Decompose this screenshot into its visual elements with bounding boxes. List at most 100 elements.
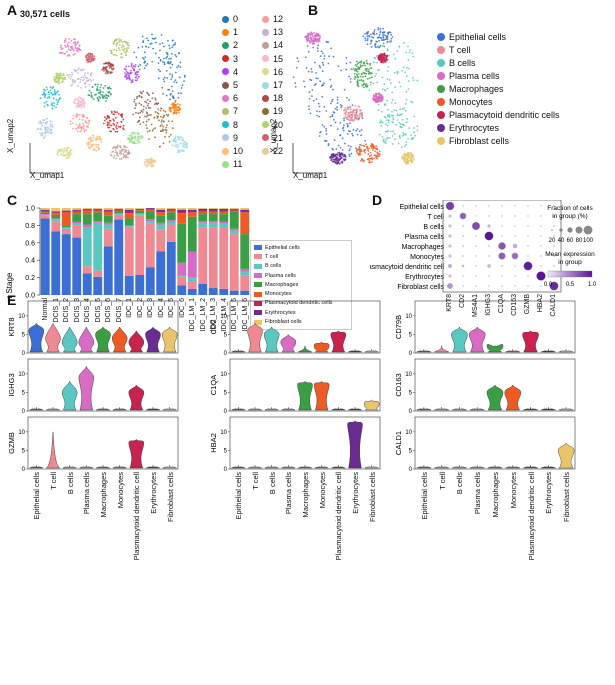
violin-shape bbox=[451, 326, 468, 353]
stacked-bar-segment bbox=[219, 208, 229, 211]
violin-y-tick: 5 bbox=[22, 448, 26, 454]
violin-celltype-label: Macrophages bbox=[301, 472, 310, 518]
dotplot-dot bbox=[498, 242, 506, 250]
violin-shape bbox=[78, 326, 95, 353]
stacked-bar-segment bbox=[40, 215, 50, 219]
dotplot-dot bbox=[514, 205, 516, 207]
violin-y-tick: 10 bbox=[18, 314, 25, 320]
celltype-legend-item: T cell bbox=[437, 43, 560, 56]
stacked-bar-segment bbox=[51, 212, 61, 214]
dotplot-dot bbox=[487, 264, 491, 268]
dotplot-dot bbox=[462, 245, 464, 247]
cluster-color-swatch bbox=[222, 55, 229, 63]
dotplot-dot bbox=[475, 235, 477, 237]
umap-celltype-cloud bbox=[318, 99, 367, 159]
stacked-bar-segment bbox=[40, 218, 50, 295]
color-legend-tick: 1.0 bbox=[588, 282, 597, 288]
x-tick-label: DCIS_7 bbox=[115, 298, 123, 323]
cluster-label: 2 bbox=[233, 40, 239, 51]
violin-shape bbox=[434, 345, 449, 353]
panel-b-letter: B bbox=[308, 2, 319, 18]
violin-y-tick: 0 bbox=[409, 409, 413, 415]
celltype-legend-item: Epithelial cells bbox=[437, 30, 560, 43]
umap-cluster-cloud bbox=[157, 53, 186, 102]
stacked-bar-segment bbox=[208, 208, 218, 209]
stacked-bar-segment bbox=[135, 209, 145, 211]
stacked-bar-segment bbox=[72, 225, 82, 238]
violin-shape bbox=[416, 465, 432, 469]
violin-y-tick: 5 bbox=[22, 390, 26, 396]
violin-celltype-label: Plasmacytoid dendritic cell bbox=[526, 472, 536, 561]
cluster-color-swatch bbox=[222, 94, 229, 102]
cluster-label: 10 bbox=[233, 146, 244, 156]
stacked-bar-segment bbox=[145, 267, 155, 295]
dotplot-row-label: Monocytes bbox=[410, 254, 444, 261]
dotplot-dot bbox=[461, 264, 465, 268]
celltype-label: Epithelial cells bbox=[449, 31, 507, 42]
dotplot-gene-label: KRT8 bbox=[446, 294, 453, 312]
stacked-bar-segment bbox=[93, 208, 103, 210]
stage-legend-label: Erythrocytes bbox=[265, 309, 296, 316]
stacked-bar-segment bbox=[166, 208, 176, 209]
y-tick-label: 0.8 bbox=[25, 223, 35, 230]
cluster-legend-item: 12 bbox=[262, 14, 283, 24]
violin-shape bbox=[434, 407, 449, 411]
stage-legend-swatch bbox=[254, 300, 262, 306]
violin-shape bbox=[248, 465, 262, 469]
dotplot-dot bbox=[475, 275, 477, 277]
panel-b-ylabel: X_umap2 bbox=[269, 118, 278, 153]
cluster-label: 5 bbox=[233, 80, 239, 90]
umap-cluster-cloud bbox=[109, 144, 131, 160]
stacked-bar-segment bbox=[198, 222, 208, 228]
x-tick-label: IDC_LM_6 bbox=[241, 298, 249, 332]
umap-celltype-cloud bbox=[292, 40, 353, 118]
dotplot-dot bbox=[475, 205, 477, 207]
violin-shape bbox=[28, 322, 45, 353]
violin-shape bbox=[281, 465, 296, 469]
violin-shape bbox=[95, 326, 111, 353]
stacked-bar-segment bbox=[156, 251, 166, 295]
cluster-color-swatch bbox=[222, 68, 229, 76]
celltype-color-swatch bbox=[437, 58, 445, 67]
violin-celltype-label: Plasma cells bbox=[284, 472, 294, 515]
dotplot-dot bbox=[540, 225, 542, 227]
stacked-bar-segment bbox=[156, 209, 166, 212]
panel-e-letter: E bbox=[7, 292, 17, 308]
umap-celltype-cloud bbox=[362, 27, 394, 49]
violin-gene-label: IGHG3 bbox=[7, 373, 16, 396]
stacked-bar-segment bbox=[61, 208, 71, 211]
dotplot-dot bbox=[540, 205, 542, 207]
violin-shape bbox=[112, 407, 127, 411]
stacked-bar-segment bbox=[187, 216, 197, 252]
cluster-legend-item: 0 bbox=[222, 14, 238, 24]
celltype-label: Plasma cells bbox=[449, 70, 500, 81]
violin-y-tick: 5 bbox=[224, 448, 228, 454]
stacked-bar-segment bbox=[61, 212, 71, 226]
violin-panel-frame bbox=[27, 300, 179, 354]
violin-shape bbox=[297, 380, 313, 411]
violin-shape bbox=[128, 330, 145, 353]
panel-c-legend: Epithelial cells T cell B cells Plasma cell… bbox=[250, 240, 352, 330]
stacked-bar-segment bbox=[114, 213, 124, 215]
dotplot-dot bbox=[514, 275, 516, 277]
violin-y-tick: 10 bbox=[18, 372, 25, 378]
dotplot-dot bbox=[527, 285, 529, 287]
stacked-bar-segment bbox=[135, 208, 145, 209]
dotplot-row-label: Fibroblast cells bbox=[397, 284, 444, 291]
stacked-bar-segment bbox=[61, 225, 71, 228]
cluster-legend-item: 13 bbox=[262, 27, 283, 37]
stacked-bar-segment bbox=[93, 221, 103, 223]
stacked-bar-segment bbox=[208, 288, 218, 295]
stacked-bar-segment bbox=[219, 221, 229, 224]
violin-shape bbox=[46, 407, 60, 411]
stacked-bar-segment bbox=[240, 212, 250, 235]
violin-shape bbox=[96, 407, 110, 411]
dotplot-dot bbox=[527, 215, 529, 217]
violin-shape bbox=[487, 465, 503, 469]
violin-y-tick: 10 bbox=[405, 430, 412, 436]
stacked-bar-segment bbox=[114, 208, 124, 209]
stacked-bar-segment bbox=[114, 214, 124, 220]
dotplot-dot bbox=[527, 235, 529, 237]
stacked-bar-segment bbox=[219, 211, 229, 215]
